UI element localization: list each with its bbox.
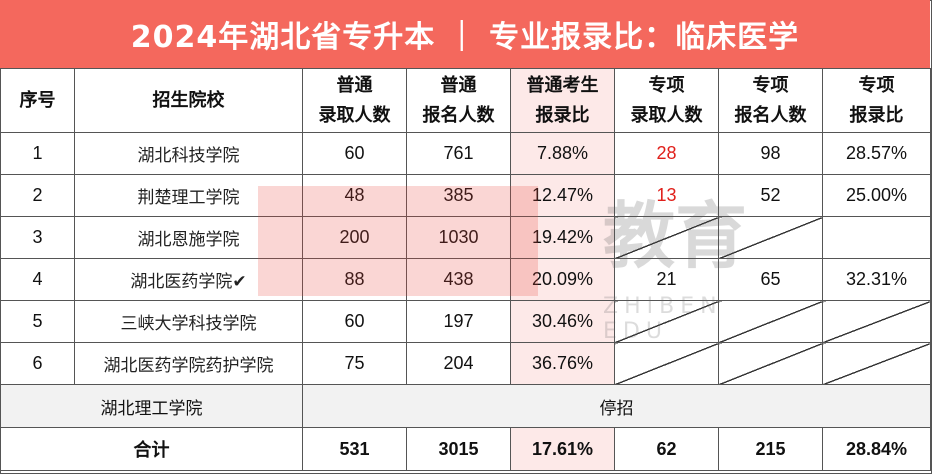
- row-reg-apply: 438: [406, 258, 511, 301]
- row-seq: 1: [0, 132, 75, 175]
- row-sp-admit: 28: [614, 132, 719, 175]
- closed-status: 停招: [302, 384, 931, 428]
- row-seq: 6: [0, 342, 75, 385]
- total-sp-ratio: 28.84%: [822, 427, 931, 471]
- row-reg-admit: 60: [302, 132, 407, 175]
- empty-cell: [718, 216, 823, 259]
- empty-cell: [614, 342, 719, 385]
- header-sp-ratio: 专项 报录比: [822, 68, 931, 133]
- row-school: 湖北医药学院药护学院: [74, 342, 303, 385]
- empty-cell: [718, 300, 823, 343]
- row-school: 三峡大学科技学院: [74, 300, 303, 343]
- row-reg-admit: 200: [302, 216, 407, 259]
- row-school: 湖北恩施学院: [74, 216, 303, 259]
- row-sp-ratio: 28.57%: [822, 132, 931, 175]
- header-seq: 序号: [0, 68, 75, 133]
- header-sp-apply: 专项 报名人数: [718, 68, 823, 133]
- empty-cell: [822, 216, 931, 259]
- row-sp-apply: 98: [718, 132, 823, 175]
- total-label: 合计: [0, 427, 303, 471]
- row-sp-admit: 21: [614, 258, 719, 301]
- row-reg-apply: 761: [406, 132, 511, 175]
- total-sp-admit: 62: [614, 427, 719, 471]
- row-reg-admit: 75: [302, 342, 407, 385]
- table-row: 5 三峡大学科技学院 60 197 30.46%: [0, 300, 931, 343]
- header-reg-ratio: 普通考生 报录比: [510, 68, 615, 133]
- table-row: 6 湖北医药学院药护学院 75 204 36.76%: [0, 342, 931, 385]
- empty-cell: [822, 300, 931, 343]
- row-reg-ratio: 20.09%: [510, 258, 615, 301]
- empty-cell: [614, 216, 719, 259]
- row-reg-admit: 60: [302, 300, 407, 343]
- admission-ratio-table: 序号 招生院校 普通 录取人数 普通 报名人数 普通考生 报录比 专项 录取人数 专项报…: [0, 68, 931, 471]
- row-sp-apply: 65: [718, 258, 823, 301]
- row-seq: 5: [0, 300, 75, 343]
- row-seq: 2: [0, 174, 75, 217]
- row-sp-ratio: 25.00%: [822, 174, 931, 217]
- header-row: 序号 招生院校 普通 录取人数 普通 报名人数 普通考生 报录比 专项 录取人数 专项报…: [0, 68, 931, 133]
- row-reg-ratio: 7.88%: [510, 132, 615, 175]
- empty-cell: [614, 300, 719, 343]
- row-seq: 4: [0, 258, 75, 301]
- row-reg-ratio: 19.42%: [510, 216, 615, 259]
- total-reg-apply: 3015: [406, 427, 511, 471]
- row-school: 湖北科技学院: [74, 132, 303, 175]
- closed-row: 湖北理工学院 停招: [0, 384, 931, 428]
- total-row: 合计 531 3015 17.61% 62 215 28.84%: [0, 427, 931, 471]
- total-sp-apply: 215: [718, 427, 823, 471]
- row-school: 荆楚理工学院: [74, 174, 303, 217]
- row-sp-apply: 52: [718, 174, 823, 217]
- row-reg-ratio: 30.46%: [510, 300, 615, 343]
- header-school: 招生院校: [74, 68, 303, 133]
- header-reg-admit: 普通 录取人数: [302, 68, 407, 133]
- empty-cell: [822, 342, 931, 385]
- closed-school: 湖北理工学院: [0, 384, 303, 428]
- row-sp-ratio: 32.31%: [822, 258, 931, 301]
- empty-cell: [718, 342, 823, 385]
- row-reg-admit: 88: [302, 258, 407, 301]
- row-reg-apply: 204: [406, 342, 511, 385]
- total-reg-admit: 531: [302, 427, 407, 471]
- row-reg-admit: 48: [302, 174, 407, 217]
- row-sp-admit: 13: [614, 174, 719, 217]
- row-reg-apply: 197: [406, 300, 511, 343]
- row-reg-ratio: 12.47%: [510, 174, 615, 217]
- row-seq: 3: [0, 216, 75, 259]
- total-reg-ratio: 17.61%: [510, 427, 615, 471]
- row-reg-apply: 385: [406, 174, 511, 217]
- page-title: 2024年湖北省专升本 ｜ 专业报录比：临床医学: [0, 0, 930, 69]
- table-row: 4 湖北医药学院✔ 88 438 20.09% 21 65 32.31%: [0, 258, 931, 301]
- table-row: 2 荆楚理工学院 48 385 12.47% 13 52 25.00%: [0, 174, 931, 217]
- row-reg-ratio: 36.76%: [510, 342, 615, 385]
- table-row: 3 湖北恩施学院 200 1030 19.42%: [0, 216, 931, 259]
- table-row: 1 湖北科技学院 60 761 7.88% 28 98 28.57%: [0, 132, 931, 175]
- row-reg-apply: 1030: [406, 216, 511, 259]
- row-school: 湖北医药学院✔: [74, 258, 303, 301]
- header-reg-apply: 普通 报名人数: [406, 68, 511, 133]
- header-sp-admit: 专项 录取人数: [614, 68, 719, 133]
